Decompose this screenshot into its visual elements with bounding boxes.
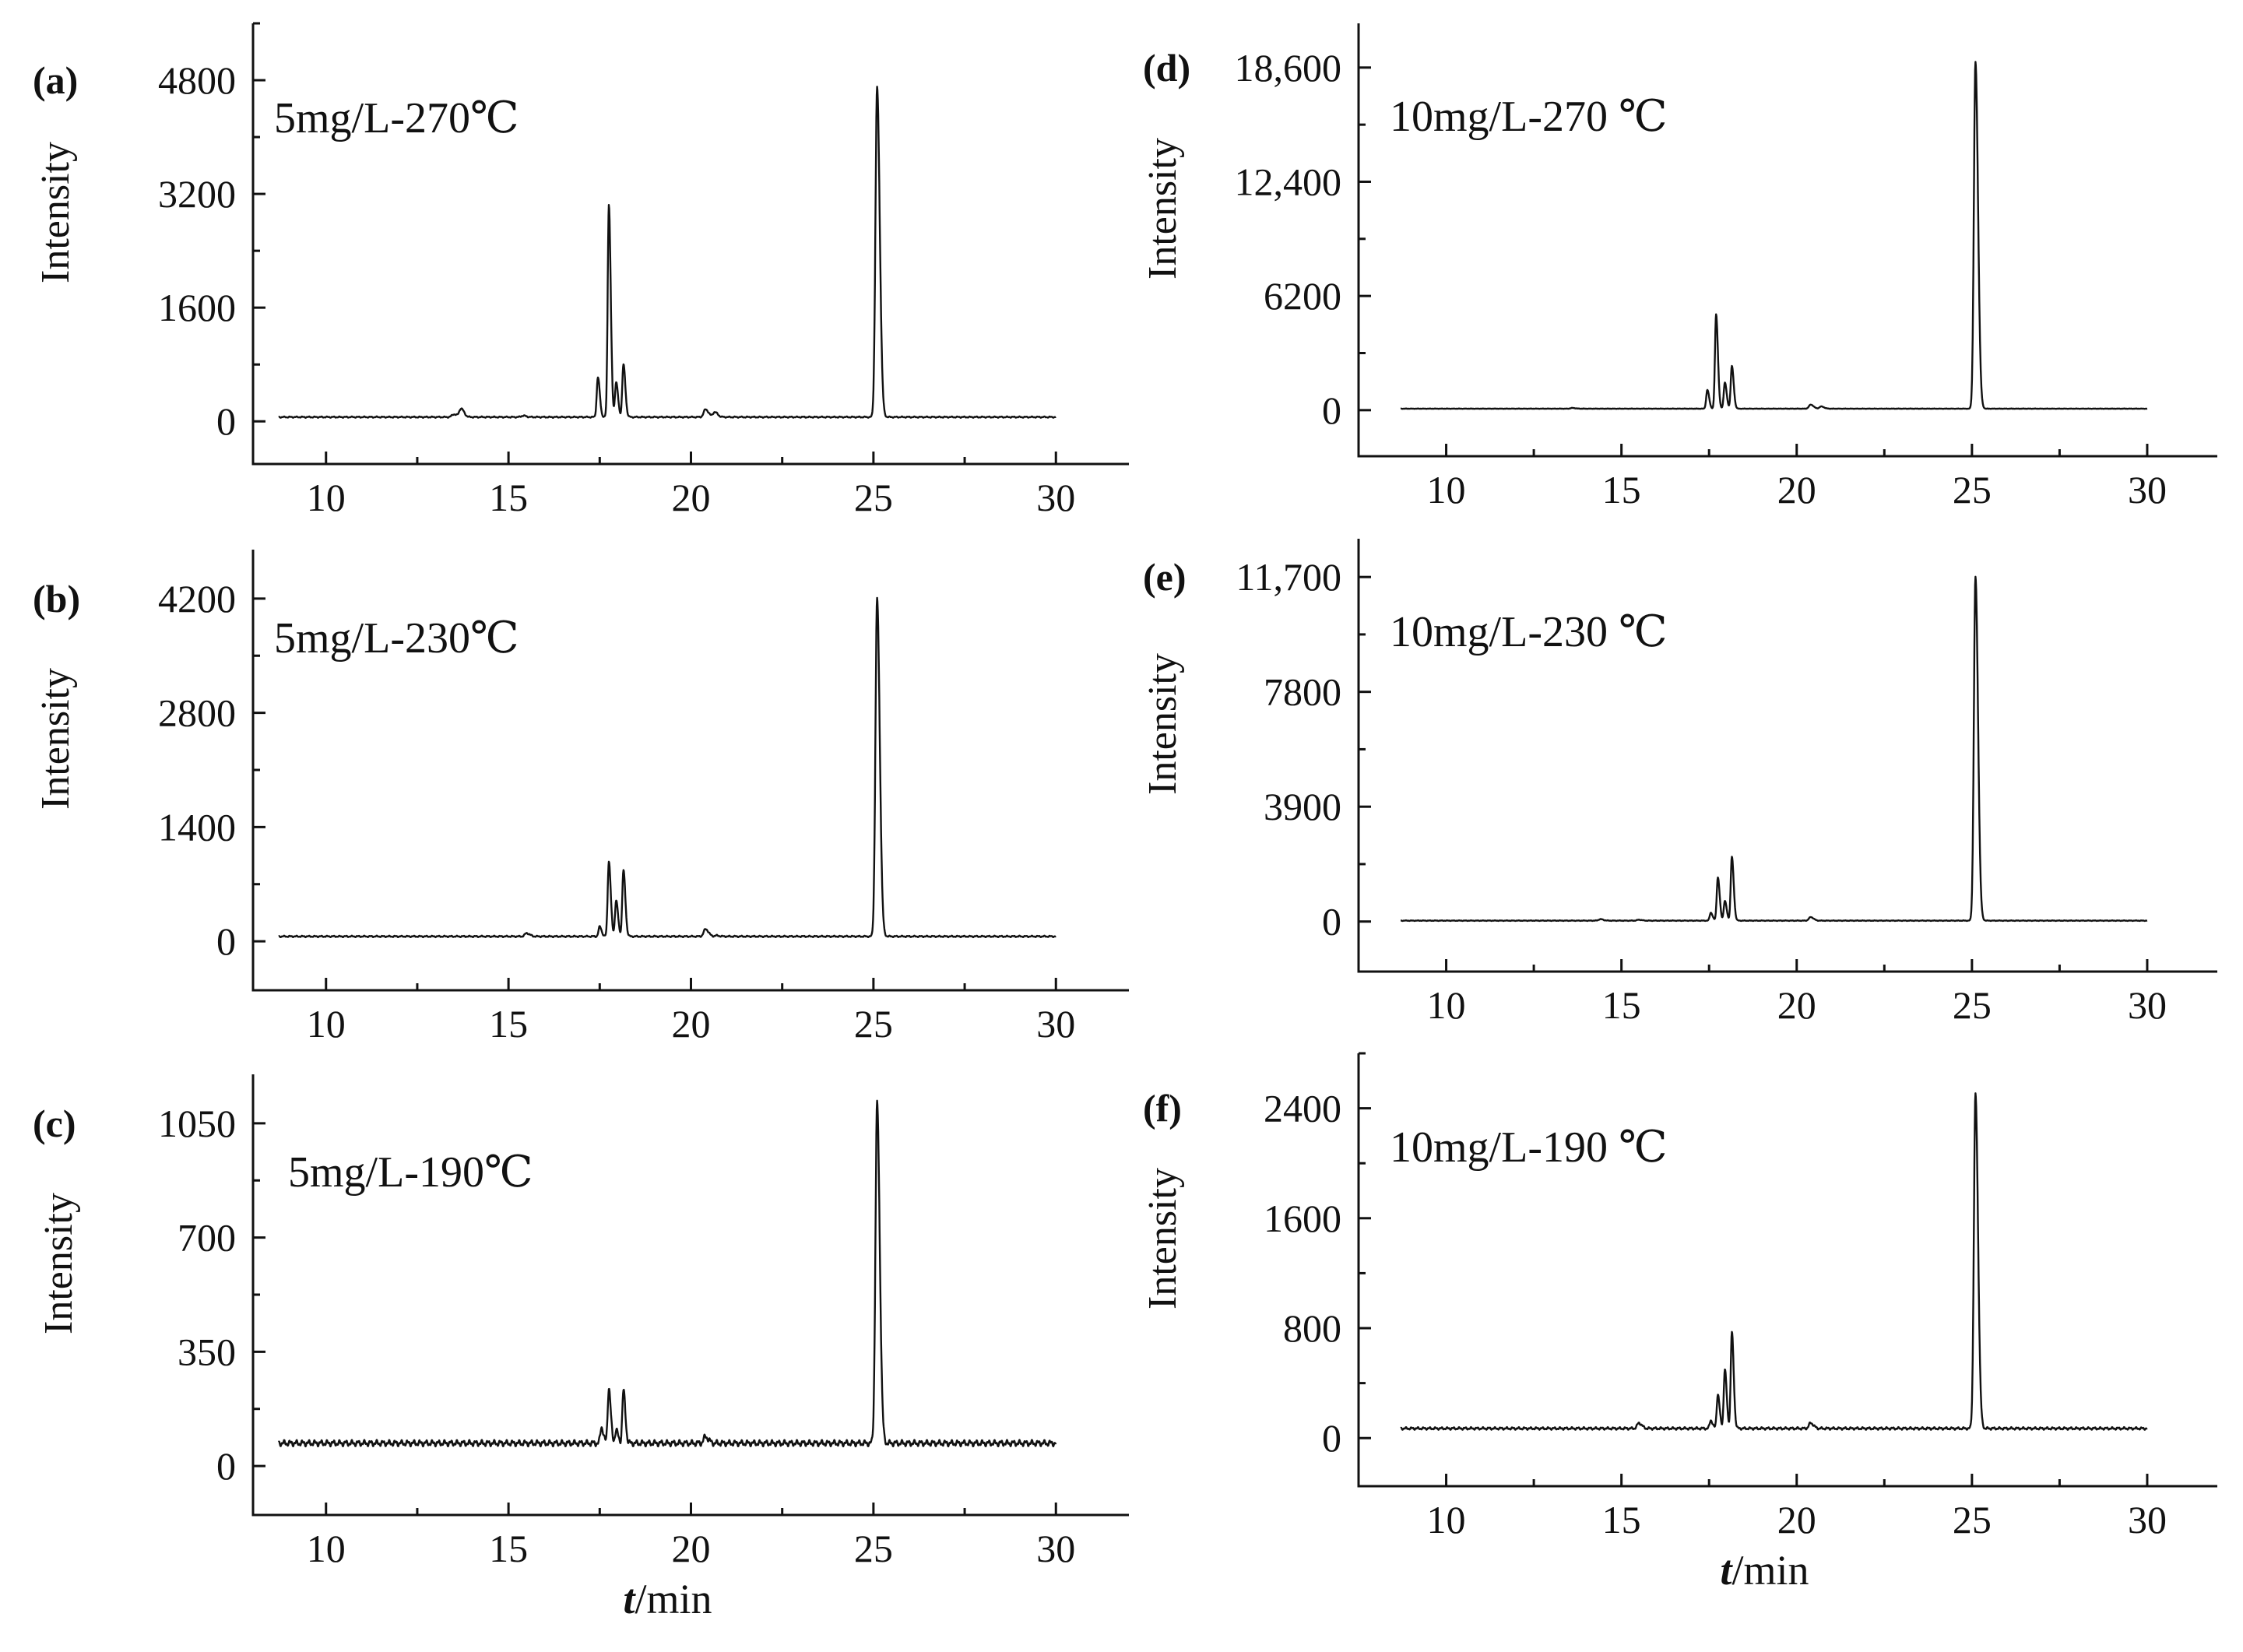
x-tick-label: 25 <box>854 1002 893 1046</box>
chromatogram-trace <box>1400 61 2148 410</box>
y-tick-label: 0 <box>216 399 236 443</box>
axes-frame <box>251 550 1129 992</box>
x-tick-label: 20 <box>672 1002 711 1046</box>
x-tick-label: 15 <box>1602 983 1641 1027</box>
x-tick-label: 25 <box>854 476 893 519</box>
y-axis-label: Intensity <box>33 142 78 283</box>
y-tick-label: 0 <box>1322 388 1341 432</box>
x-tick-label: 15 <box>489 1527 528 1570</box>
y-tick-label: 11,700 <box>1236 555 1341 599</box>
x-tick-label: 20 <box>1777 1498 1816 1541</box>
y-tick-label: 800 <box>1283 1306 1341 1350</box>
x-tick-label: 15 <box>1602 468 1641 511</box>
panel-label: (c) <box>33 1102 76 1145</box>
x-tick-label: 10 <box>1427 468 1466 511</box>
x-tick-label: 25 <box>1953 983 1992 1027</box>
y-axis-label: Intensity <box>1141 138 1185 279</box>
y-tick-label: 4200 <box>158 577 236 620</box>
x-tick-label: 10 <box>1427 983 1466 1027</box>
x-tick-label: 20 <box>672 476 711 519</box>
y-tick-label: 2400 <box>1264 1087 1341 1130</box>
chromatogram-trace <box>278 86 1056 419</box>
panel-label: (b) <box>33 577 80 620</box>
x-tick-label: 20 <box>1777 468 1816 511</box>
panel-annotation: 10mg/L-270 ℃ <box>1390 93 1668 141</box>
chart-panel-f: 0 800 1600 2400 10 15 20 25 30 Intensity (f) 10mg/L… <box>1141 1052 2217 1594</box>
y-tick-label: 0 <box>216 919 236 963</box>
chromatogram-trace <box>277 1099 1057 1448</box>
y-axis-label: Intensity <box>33 668 78 810</box>
panel-annotation: 5mg/L-230℃ <box>274 614 519 663</box>
x-tick-label: 20 <box>1777 983 1816 1027</box>
chart-panel-a: 0 1600 3200 4800 10 15 20 25 30 Intensity (a) 5mg/L… <box>33 22 1129 519</box>
y-tick-label: 350 <box>178 1330 236 1373</box>
x-tick-label: 30 <box>2128 983 2167 1027</box>
y-tick-label: 7800 <box>1264 670 1341 714</box>
axes-frame <box>251 1074 1129 1517</box>
x-tick-label: 30 <box>2128 1498 2167 1541</box>
y-axis-label: Intensity <box>1141 653 1185 795</box>
x-tick-label: 20 <box>672 1527 711 1570</box>
x-tick-label: 25 <box>854 1527 893 1570</box>
x-tick-label: 10 <box>307 1527 346 1570</box>
y-axis-label: Intensity <box>37 1193 81 1334</box>
chromatogram-trace <box>1400 1092 2148 1431</box>
y-tick-label: 3900 <box>1264 785 1341 828</box>
x-axis-label: t/min <box>1720 1547 1809 1594</box>
x-tick-label: 30 <box>2128 468 2167 511</box>
panel-label: (f) <box>1143 1087 1182 1130</box>
panel-annotation: 10mg/L-190 ℃ <box>1390 1123 1668 1172</box>
y-tick-label: 12,400 <box>1235 160 1342 203</box>
axes-frame <box>251 23 1129 466</box>
x-tick-label: 30 <box>1036 476 1075 519</box>
panel-label: (e) <box>1143 555 1187 599</box>
y-axis-label: Intensity <box>1141 1168 1185 1309</box>
chart-panel-b: 0 1400 2800 4200 10 15 20 25 30 Intensity (b) 5mg/L… <box>33 550 1129 1046</box>
x-tick-label: 30 <box>1036 1527 1075 1570</box>
panel-annotation: 10mg/L-230 ℃ <box>1390 608 1668 656</box>
x-tick-label: 30 <box>1036 1002 1075 1046</box>
y-tick-label: 4800 <box>158 58 236 102</box>
x-tick-label: 15 <box>489 476 528 519</box>
chart-panel-d: 0 6200 12,400 18,600 10 15 20 25 30 Intensity (d) 1… <box>1141 23 2217 511</box>
y-tick-label: 1400 <box>158 805 236 849</box>
y-tick-label: 1600 <box>158 286 236 329</box>
x-tick-label: 10 <box>307 1002 346 1046</box>
chromatogram-trace <box>1400 575 2148 923</box>
y-tick-label: 2800 <box>158 691 236 735</box>
panel-annotation: 5mg/L-270℃ <box>274 94 519 142</box>
y-tick-label: 18,600 <box>1235 46 1342 90</box>
x-tick-label: 10 <box>1427 1498 1466 1541</box>
x-axis-label: t/min <box>623 1576 712 1622</box>
y-tick-label: 3200 <box>158 172 236 216</box>
x-tick-label: 15 <box>489 1002 528 1046</box>
chart-panel-c: 0 350 700 1050 10 15 20 25 30 Intensity (c) 5mg/L-1… <box>33 1074 1129 1622</box>
y-tick-label: 0 <box>216 1444 236 1488</box>
chart-panel-e: 0 3900 7800 11,700 10 15 20 25 30 Intensity (e) 10m… <box>1141 539 2217 1027</box>
x-tick-label: 10 <box>307 476 346 519</box>
panel-label: (a) <box>33 58 78 102</box>
y-tick-label: 700 <box>178 1216 236 1260</box>
y-tick-label: 1600 <box>1264 1197 1341 1240</box>
x-tick-label: 25 <box>1953 1498 1992 1541</box>
panel-annotation: 5mg/L-190℃ <box>288 1148 533 1197</box>
y-tick-label: 6200 <box>1264 274 1341 318</box>
y-tick-label: 1050 <box>158 1102 236 1145</box>
x-tick-label: 25 <box>1953 468 1992 511</box>
chromatogram-trace <box>278 596 1056 939</box>
y-tick-label: 0 <box>1322 900 1341 944</box>
y-tick-label: 0 <box>1322 1416 1341 1460</box>
x-tick-label: 15 <box>1602 1498 1641 1541</box>
panel-label: (d) <box>1143 46 1190 90</box>
